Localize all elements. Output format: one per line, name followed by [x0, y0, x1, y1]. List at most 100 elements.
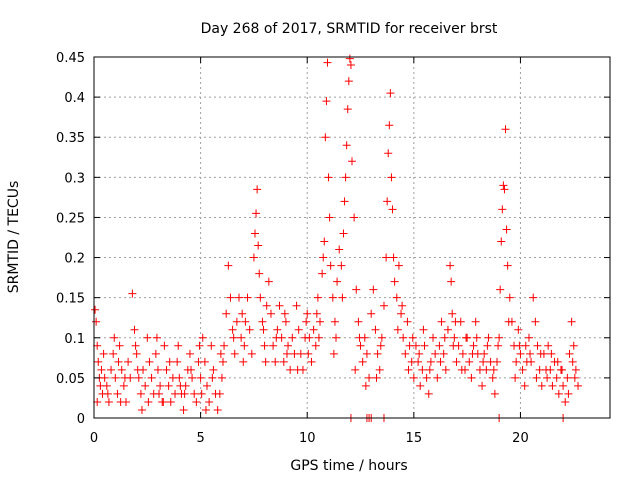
data-point — [518, 365, 527, 374]
data-point — [305, 333, 314, 342]
data-point — [141, 381, 150, 390]
data-point — [492, 357, 501, 366]
data-point — [209, 365, 218, 374]
data-point — [93, 341, 102, 350]
data-point — [516, 349, 525, 358]
data-point — [156, 381, 165, 390]
data-point — [160, 341, 169, 350]
data-point — [462, 333, 471, 342]
data-point — [483, 341, 492, 350]
y-tick-label: 0.4 — [64, 91, 85, 106]
data-point — [153, 365, 162, 374]
data-point — [426, 357, 435, 366]
data-point — [155, 389, 164, 398]
data-point — [147, 373, 156, 382]
data-point — [266, 309, 275, 318]
data-point — [219, 357, 227, 366]
data-point — [567, 317, 576, 326]
data-point — [116, 397, 125, 406]
data-point — [272, 333, 281, 342]
data-point — [501, 125, 510, 134]
data-point — [302, 317, 311, 326]
y-tick-label: 0.15 — [56, 292, 85, 307]
data-point — [354, 317, 363, 326]
data-point — [416, 381, 425, 390]
data-point — [275, 301, 284, 310]
data-point — [399, 333, 408, 342]
data-point — [418, 365, 427, 374]
data-point — [314, 333, 323, 342]
data-point — [216, 349, 225, 358]
data-point — [198, 333, 207, 342]
data-point — [489, 365, 498, 374]
data-point — [558, 365, 567, 374]
data-point — [307, 357, 316, 366]
data-point — [329, 349, 338, 358]
data-point — [130, 325, 139, 334]
data-point — [435, 341, 444, 350]
data-point — [543, 373, 552, 382]
data-point — [124, 357, 133, 366]
data-point — [215, 389, 224, 398]
data-point — [320, 237, 329, 246]
data-point — [480, 349, 489, 358]
data-point — [531, 317, 540, 326]
data-point — [280, 309, 289, 318]
data-point — [351, 365, 360, 374]
data-point — [234, 293, 243, 302]
data-point — [350, 213, 359, 222]
data-point — [296, 349, 305, 358]
data-point — [261, 357, 270, 366]
data-point — [536, 349, 545, 358]
data-point — [110, 333, 119, 342]
x-tick-label: 5 — [196, 431, 204, 446]
data-point — [397, 309, 406, 318]
data-point — [520, 381, 529, 390]
data-point — [537, 381, 546, 390]
data-point — [514, 325, 523, 334]
data-point — [253, 185, 262, 194]
data-point — [498, 205, 507, 214]
data-point — [352, 285, 361, 294]
data-point — [319, 253, 328, 262]
data-point — [376, 341, 385, 350]
data-point — [159, 397, 168, 406]
data-point — [201, 405, 210, 414]
data-point — [113, 389, 122, 398]
data-point — [433, 373, 442, 382]
data-point — [226, 293, 235, 302]
data-point — [326, 261, 335, 270]
data-point — [420, 341, 429, 350]
data-point — [458, 349, 467, 358]
data-point — [401, 349, 410, 358]
data-point — [196, 373, 205, 382]
data-point — [529, 293, 538, 302]
data-point — [229, 333, 238, 342]
plot-frame — [93, 56, 611, 419]
y-axis-label: SRMTID / TECUs — [6, 181, 22, 294]
data-point — [337, 261, 346, 270]
data-point — [452, 357, 461, 366]
data-point — [496, 285, 505, 294]
data-point — [180, 389, 189, 398]
y-tick-label: 0.25 — [56, 211, 85, 226]
data-point — [338, 293, 347, 302]
data-point — [321, 133, 330, 142]
data-point — [93, 397, 102, 406]
data-point — [102, 381, 111, 390]
data-point — [532, 373, 541, 382]
data-point — [468, 349, 477, 358]
grid-lines — [94, 57, 610, 418]
data-point — [382, 253, 391, 262]
data-point — [228, 325, 237, 334]
data-point — [425, 365, 434, 374]
data-point — [114, 357, 123, 366]
data-point — [255, 269, 264, 278]
data-point — [377, 333, 386, 342]
data-point — [243, 293, 252, 302]
data-point — [145, 357, 154, 366]
data-point — [279, 357, 288, 366]
data-point — [330, 317, 339, 326]
data-point — [526, 349, 535, 358]
